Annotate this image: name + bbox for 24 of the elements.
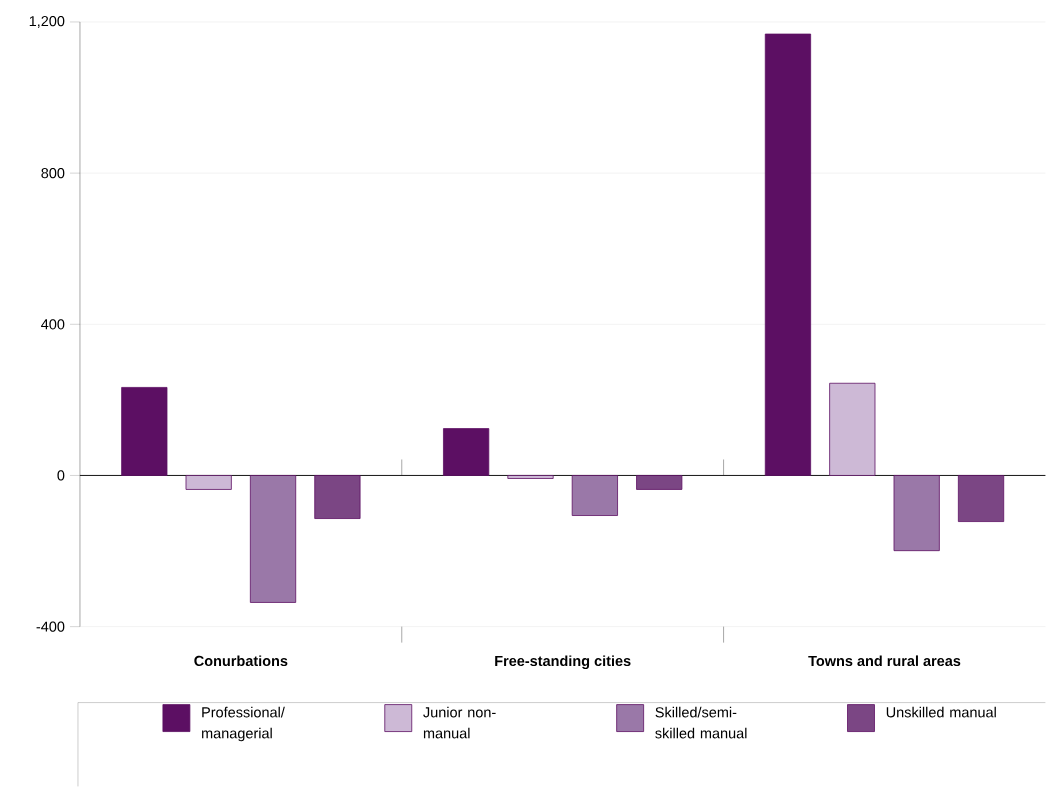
x-tick-label: Conurbations [194, 655, 288, 667]
legend-label: Junior non-manual [423, 706, 496, 739]
bar [507, 475, 554, 480]
bar [249, 475, 297, 603]
legend-label: Skilled/semi-skilled manual [655, 706, 747, 739]
x-tick-label: Towns and rural areas [808, 655, 961, 667]
bar [185, 475, 232, 490]
bar [893, 475, 940, 552]
x-tick-label: Free-standing cities [495, 655, 631, 670]
y-tick-label: 800 [41, 168, 65, 179]
bar [571, 475, 618, 517]
bar [443, 428, 490, 476]
bar [121, 387, 168, 476]
bar [314, 475, 361, 520]
bar [829, 382, 876, 476]
legend-label: Unskilled manual [886, 706, 996, 718]
y-tick-label: 1,200 [29, 16, 65, 29]
y-tick-label: 400 [41, 319, 65, 330]
y-tick-label: 0 [57, 470, 65, 481]
y-tick-label: -400 [36, 621, 65, 632]
bar [957, 475, 1005, 523]
bar [636, 475, 683, 490]
legend-label: Professional/ managerial [202, 706, 285, 742]
bar [764, 33, 812, 476]
